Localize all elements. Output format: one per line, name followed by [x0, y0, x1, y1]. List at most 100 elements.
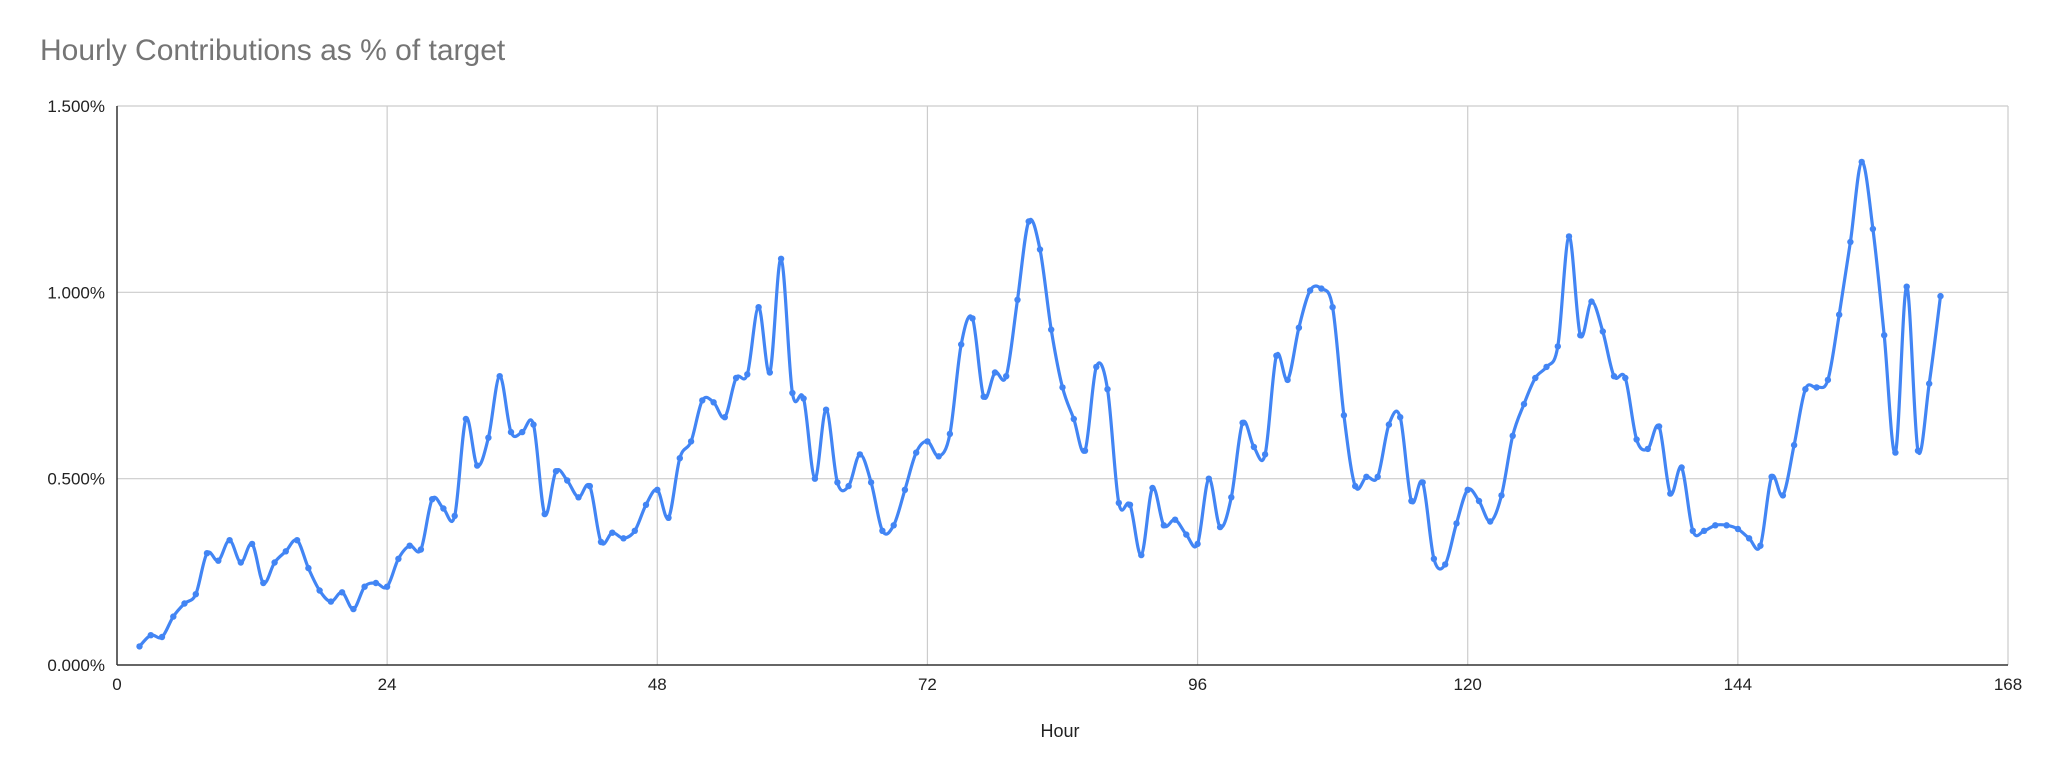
data-point [597, 538, 605, 546]
data-point [1374, 473, 1381, 480]
data-point [856, 451, 864, 458]
data-point [519, 428, 526, 436]
y-tick-label: 1.000% [47, 283, 105, 302]
series-line [137, 160, 1943, 648]
data-point [946, 430, 954, 438]
data-point [203, 550, 211, 557]
data-point [1318, 285, 1325, 292]
data-point [654, 486, 661, 493]
data-point [1599, 328, 1607, 335]
data-point [1734, 525, 1742, 533]
y-tick-label: 0.500% [47, 470, 105, 489]
y-tick-labels: 0.000% 0.500% 1.000% 1.500% [47, 97, 105, 675]
data-point [1689, 527, 1697, 534]
data-point [1667, 490, 1674, 497]
data-point [1836, 311, 1843, 318]
data-point [1768, 473, 1775, 480]
data-point [1858, 158, 1865, 166]
data-point [800, 395, 807, 402]
data-point [1171, 516, 1179, 523]
data-point [991, 369, 999, 376]
data-point [1397, 414, 1404, 421]
data-point [1081, 447, 1089, 454]
data-point [136, 643, 143, 650]
data-point [901, 486, 909, 493]
data-point [642, 501, 650, 508]
data-point [1306, 287, 1314, 294]
data-point [237, 559, 244, 566]
data-point [350, 605, 357, 613]
y-tick-label: 1.500% [47, 97, 105, 116]
data-point [1453, 520, 1460, 527]
data-point [1813, 384, 1820, 391]
data-point [1250, 443, 1258, 451]
data-point [1633, 436, 1640, 443]
data-point [1475, 497, 1483, 505]
data-point [1261, 451, 1269, 458]
data-point [530, 421, 537, 428]
data-point [474, 462, 481, 469]
y-tick-label: 0.000% [47, 656, 105, 675]
gridlines [117, 105, 2009, 665]
data-point [485, 434, 492, 441]
data-point [1588, 298, 1595, 305]
data-point [958, 341, 965, 348]
data-point [1487, 518, 1494, 525]
data-point [744, 371, 751, 378]
data-point [1881, 332, 1888, 339]
data-point [890, 522, 897, 529]
data-point [1228, 494, 1235, 501]
x-tick-label: 96 [1188, 675, 1207, 694]
data-point [215, 557, 222, 564]
data-point [811, 475, 819, 482]
data-point [1577, 332, 1584, 339]
x-tick-label: 72 [918, 675, 937, 694]
data-point [1464, 486, 1471, 493]
data-point [260, 579, 267, 587]
data-point [1160, 522, 1168, 529]
data-point [1655, 423, 1663, 430]
data-point [1532, 374, 1539, 382]
data-point [1790, 441, 1798, 449]
data-point [1610, 373, 1618, 380]
data-point [429, 496, 436, 503]
chart-title: Hourly Contributions as % of target [40, 34, 506, 67]
data-point [710, 399, 717, 406]
data-point [1802, 386, 1809, 393]
data-point [1093, 363, 1100, 371]
data-point [1644, 445, 1652, 453]
data-point [1036, 246, 1044, 253]
data-point [834, 479, 841, 486]
data-point [1284, 376, 1291, 384]
data-point [1138, 551, 1145, 559]
data-point [1273, 352, 1280, 359]
x-axis-title: Hour [1040, 721, 1079, 741]
data-point [586, 482, 593, 490]
data-point [1149, 484, 1156, 492]
data-point [1498, 492, 1505, 499]
data-point [305, 564, 312, 572]
data-point [1554, 343, 1562, 350]
data-point [1239, 419, 1246, 426]
data-point [552, 468, 560, 475]
data-point [1824, 376, 1832, 384]
data-point [1014, 296, 1021, 303]
data-point [980, 393, 987, 400]
data-point [1723, 522, 1730, 529]
data-point [338, 589, 346, 596]
data-point [1070, 415, 1078, 423]
data-point [192, 591, 199, 598]
data-point [609, 529, 616, 536]
data-point [1115, 499, 1123, 507]
data-point [1025, 218, 1032, 225]
data-point [822, 406, 830, 413]
data-point [755, 304, 762, 311]
data-point [564, 477, 571, 484]
data-point [1622, 374, 1629, 382]
data-point [417, 546, 425, 553]
data-point [1003, 373, 1010, 380]
data-point [1892, 449, 1899, 456]
data-point [372, 579, 380, 587]
data-point [271, 559, 278, 566]
